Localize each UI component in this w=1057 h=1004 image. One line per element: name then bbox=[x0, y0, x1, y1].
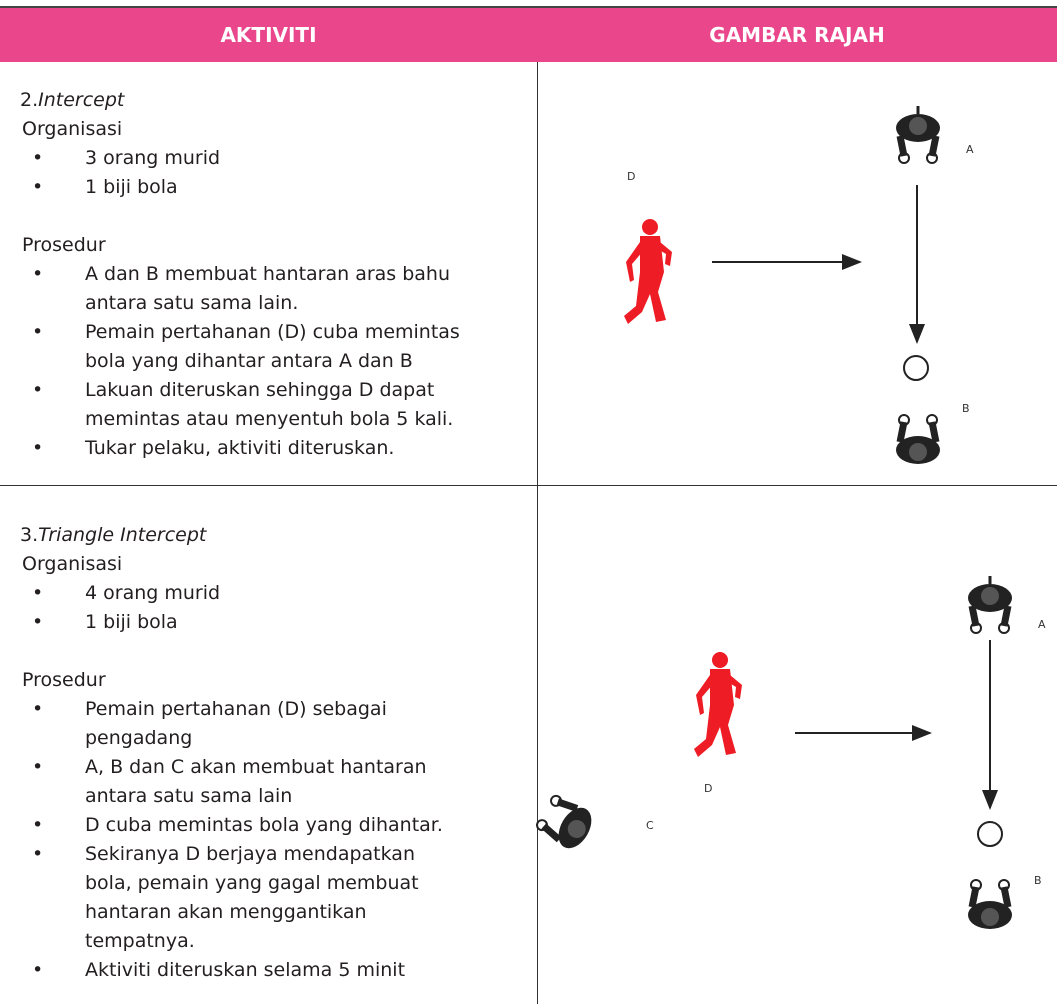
section-label: Prosedur bbox=[22, 669, 106, 691]
header-cell: GAMBAR RAJAH bbox=[537, 6, 1057, 62]
list-item: Sekiranya D berjaya mendapatkan bola, pe… bbox=[20, 840, 460, 956]
diagram-label: A bbox=[1038, 618, 1046, 631]
list-item: D cuba memintas bola yang dihantar. bbox=[20, 811, 460, 840]
activity-title: 2.Intercept bbox=[20, 86, 520, 115]
column-divider bbox=[537, 62, 538, 1004]
row-divider bbox=[0, 485, 1057, 486]
diagram-label: D bbox=[704, 782, 712, 795]
prosedur-list: Pemain pertahanan (D) sebagai pengadangA… bbox=[20, 695, 520, 985]
list-item: 1 biji bola bbox=[20, 608, 460, 637]
list-item: Tukar pelaku, aktiviti diteruskan. bbox=[20, 434, 460, 463]
list-item: A dan B membuat hantaran aras bahu antar… bbox=[20, 260, 460, 318]
list-item: 3 orang murid bbox=[20, 144, 460, 173]
diagram-label: A bbox=[966, 143, 974, 156]
activity-title: 3.Triangle Intercept bbox=[20, 521, 520, 550]
diagram-label: C bbox=[646, 819, 654, 832]
list-item: Pemain pertahanan (D) sebagai pengadang bbox=[20, 695, 460, 753]
section-label: Prosedur bbox=[22, 234, 106, 256]
list-item: Lakuan diteruskan sehingga D dapat memin… bbox=[20, 376, 460, 434]
activity-cell: 2.Intercept Organisasi 3 orang murid1 biji… bbox=[20, 86, 520, 463]
prosedur-list: A dan B membuat hantaran aras bahu antar… bbox=[20, 260, 520, 463]
organisasi-list: 3 orang murid1 biji bola bbox=[20, 144, 520, 202]
list-item: Aktiviti diteruskan selama 5 minit bbox=[20, 956, 460, 985]
activity-cell: 3.Triangle Intercept Organisasi 4 orang mu… bbox=[20, 521, 520, 985]
organisasi-list: 4 orang murid1 biji bola bbox=[20, 579, 520, 637]
activity-name: Triangle Intercept bbox=[38, 524, 207, 546]
section-label: Organisasi bbox=[22, 118, 123, 140]
diagram-label: B bbox=[962, 402, 970, 415]
activity-number: 3. bbox=[20, 524, 39, 546]
activity-name: Intercept bbox=[38, 89, 125, 111]
list-item: Pemain pertahanan (D) cuba memintas bola… bbox=[20, 318, 460, 376]
section-label: Organisasi bbox=[22, 553, 123, 575]
activity-number: 2. bbox=[20, 89, 39, 111]
header-cell: AKTIVITI bbox=[0, 6, 537, 62]
diagram-label: B bbox=[1034, 874, 1042, 887]
diagram-label: D bbox=[627, 170, 635, 183]
list-item: A, B dan C akan membuat hantaran antara … bbox=[20, 753, 460, 811]
list-item: 4 orang murid bbox=[20, 579, 460, 608]
list-item: 1 biji bola bbox=[20, 173, 460, 202]
